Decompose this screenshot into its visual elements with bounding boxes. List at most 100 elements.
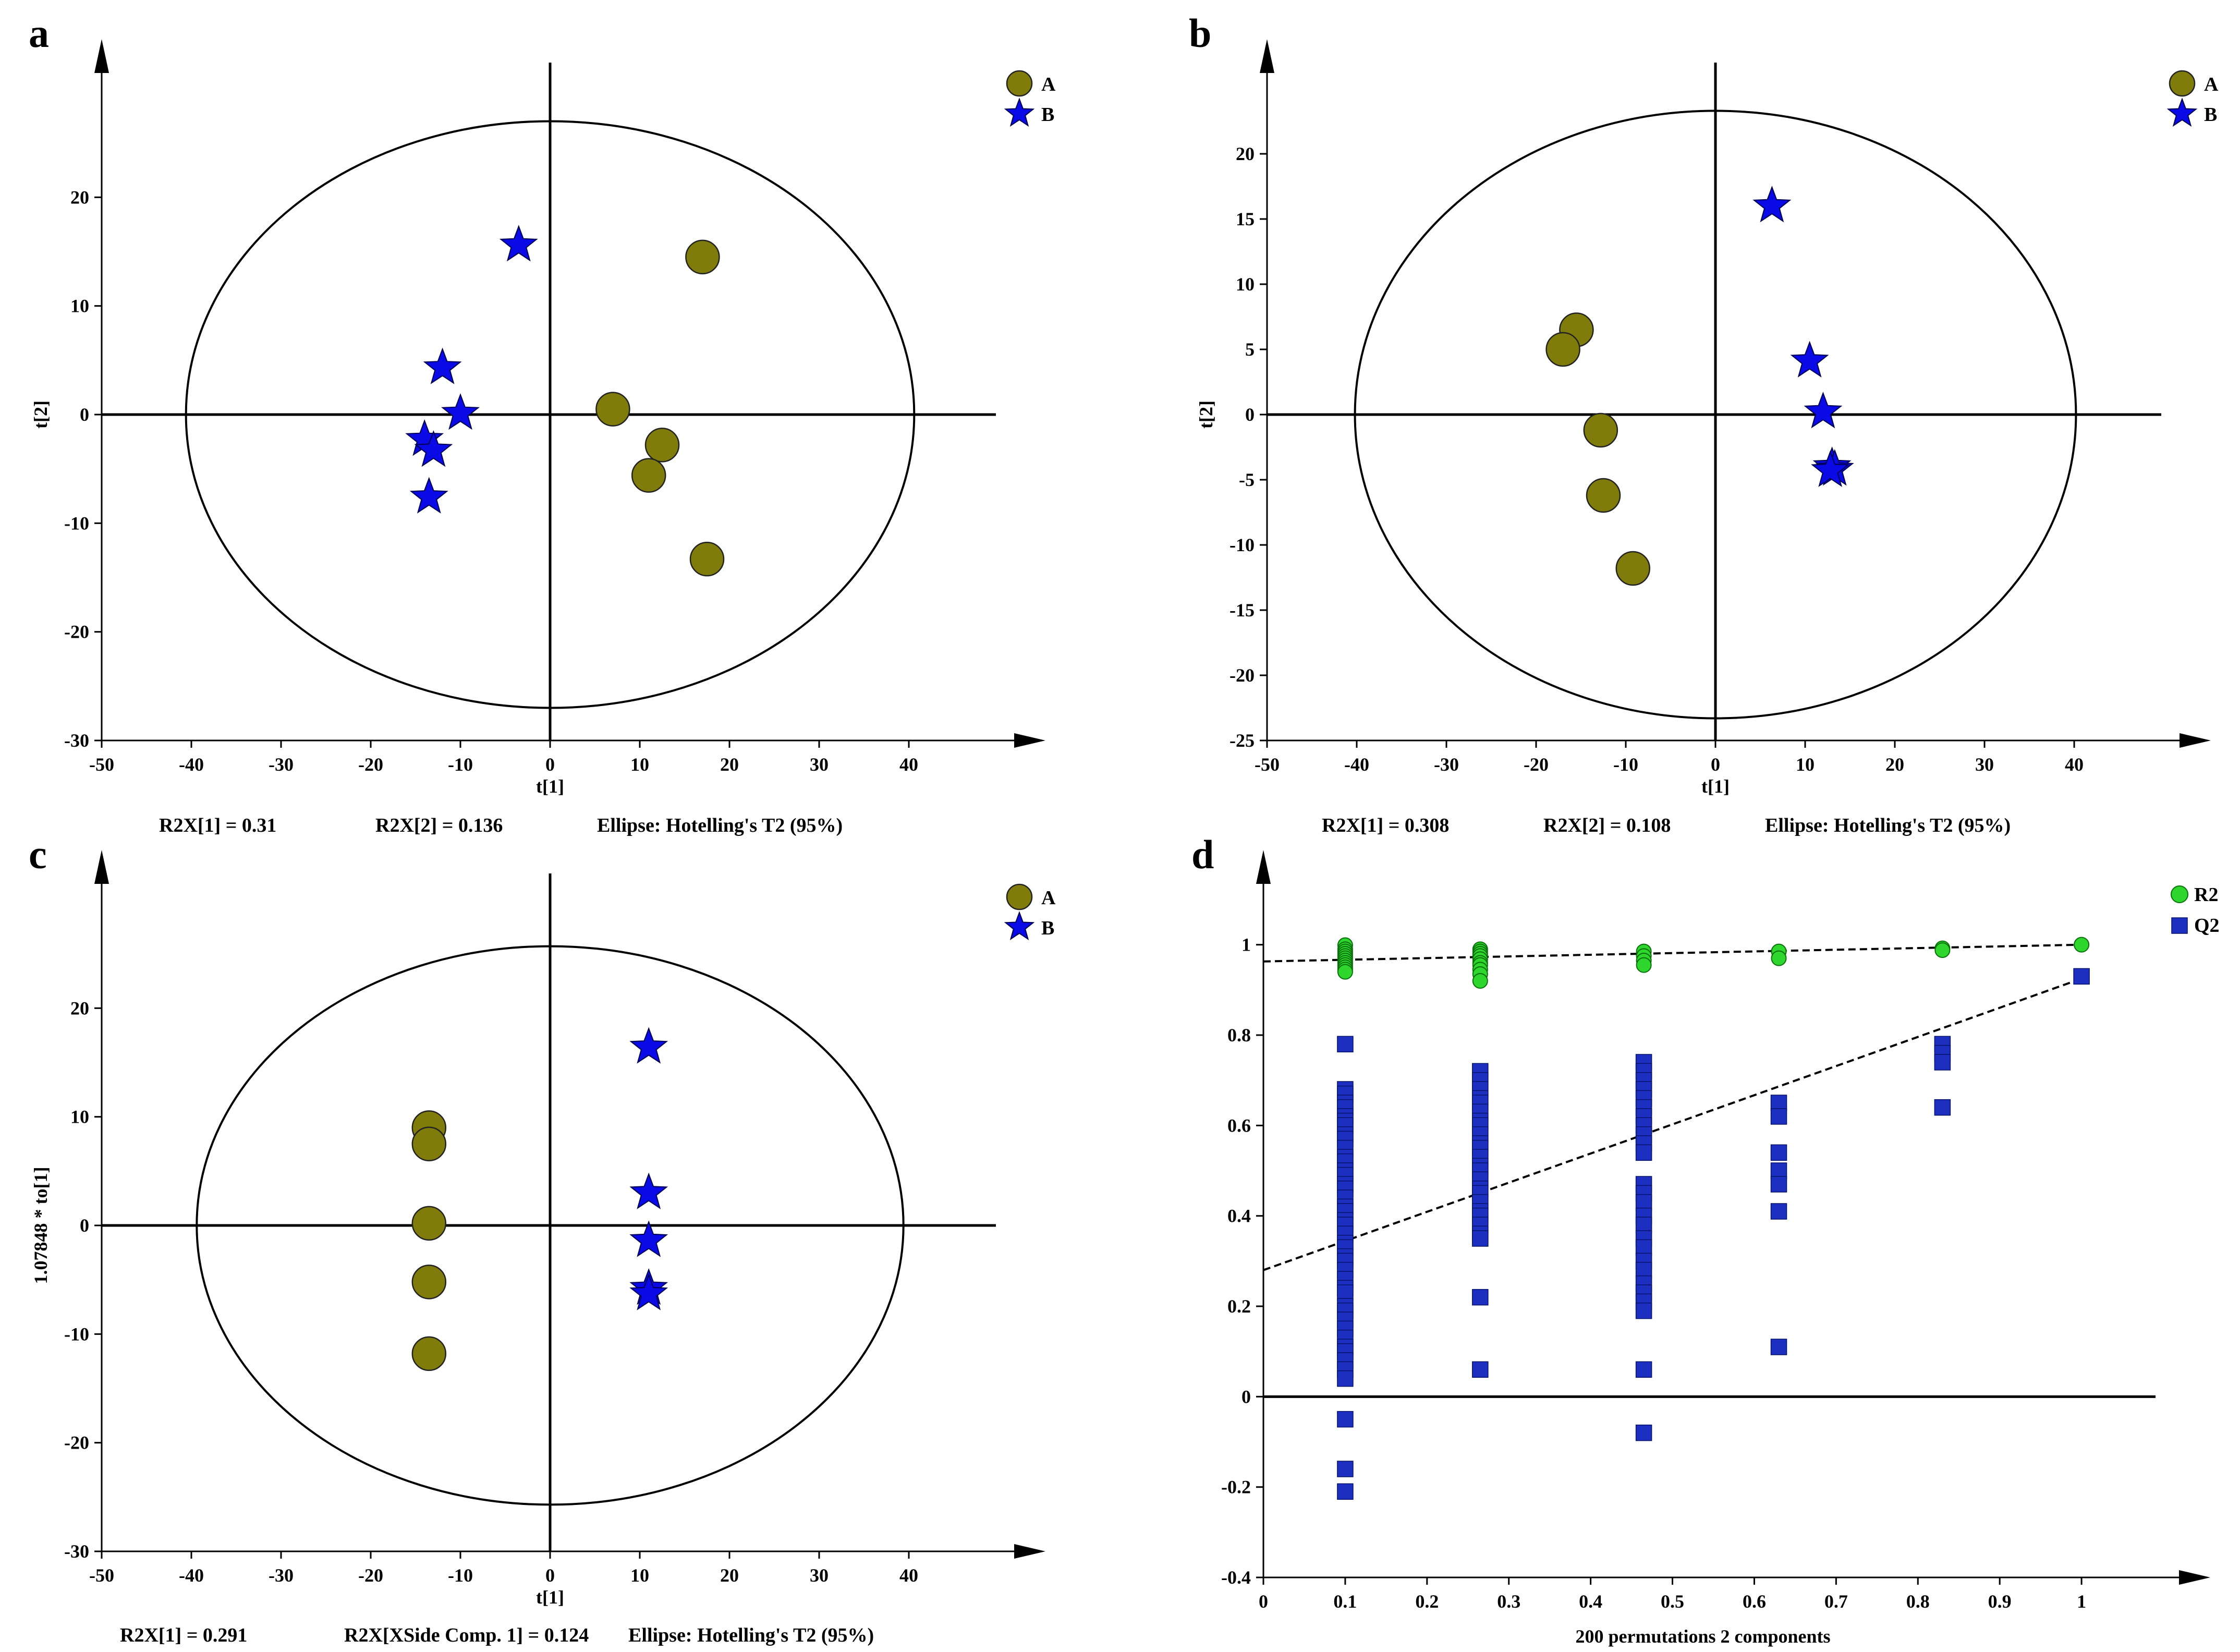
y-tick-label: -20 (64, 622, 89, 642)
x-tick-label: 40 (899, 754, 918, 775)
legend-marker-R2 (2171, 885, 2188, 903)
point-R2 (1934, 942, 1951, 958)
x-tick-label: 0.8 (1906, 1591, 1930, 1612)
x-tick-label: -30 (269, 1565, 294, 1586)
y-tick-label: -5 (1239, 469, 1255, 490)
point-Q2 (1337, 1461, 1354, 1477)
x-axis-label: t[1] (536, 1587, 564, 1608)
point-Q2 (1770, 1108, 1787, 1125)
x-tick-label: 20 (720, 1565, 739, 1586)
panel-b: b-50 -40 -30 -20 -10 0 10 20 30 40-25-20-15-10-50… (1189, 10, 2219, 836)
y-tick-label: 20 (70, 998, 89, 1018)
x-tick-label: 30 (1975, 754, 1994, 775)
x-tick-label: -40 (179, 754, 204, 775)
footnote: R2X[1] = 0.31 (159, 815, 276, 836)
legend-label-A: A (1041, 887, 1056, 909)
y-axis-label: t[2] (1196, 400, 1216, 429)
y-axis-label: t[2] (30, 400, 51, 429)
x-tick-label: 0 (545, 754, 555, 775)
point-A (689, 541, 725, 577)
panel-d: d 0 0.1 0.2 0.3 0.4 0.5 0.6 0.7 0.8 0.9 1 -0.4 -0.2 0 0… (1191, 832, 2220, 1647)
x-tick-label: 0 (545, 1565, 555, 1586)
legend-marker-B (1004, 98, 1035, 127)
x-tick-label: -10 (448, 1565, 473, 1586)
legend-label-A: A (1041, 74, 1056, 95)
x-tick-label: -50 (89, 1565, 114, 1586)
panel-letter-a: a (29, 10, 49, 56)
footnote: Ellipse: Hotelling's T2 (95%) (597, 815, 843, 836)
x-tick-label: 0 (1259, 1591, 1268, 1612)
point-B (1752, 186, 1792, 223)
y-tick-label: -15 (1229, 600, 1255, 621)
point-B (409, 477, 448, 514)
point-A (1615, 551, 1651, 586)
point-Q2 (1472, 1230, 1489, 1247)
y-tick-label: 5 (1245, 339, 1255, 360)
footnote: Ellipse: Hotelling's T2 (95%) (628, 1624, 874, 1646)
point-B (629, 1220, 668, 1257)
point-A (1545, 332, 1580, 367)
x-axis-label: t[1] (536, 776, 564, 797)
x-tick-label: -40 (1344, 754, 1369, 775)
y-tick-label: -30 (64, 1541, 89, 1562)
y-tick-label: -10 (64, 1323, 89, 1344)
x-tick-label: 0.2 (1415, 1591, 1439, 1612)
y-tick-label: 1 (1241, 934, 1251, 955)
x-tick-label: 30 (810, 754, 829, 775)
y-tick-label: -20 (1229, 665, 1255, 686)
point-B (1790, 341, 1829, 378)
point-A (411, 1336, 447, 1371)
point-B (629, 1027, 668, 1064)
point-B (499, 225, 538, 262)
point-Q2 (1934, 1099, 1951, 1116)
legend-label-A: A (2204, 74, 2219, 95)
regression-line-R2 (1263, 943, 2082, 963)
panel-letter-c: c (29, 832, 47, 877)
x-tick-label: 0.3 (1497, 1591, 1520, 1612)
point-A (1583, 412, 1618, 448)
point-B (423, 347, 462, 384)
point-R2 (1771, 950, 1787, 966)
point-Q2 (1337, 1483, 1354, 1500)
y-axis-arrow (1256, 850, 1271, 884)
legend-marker-B (2166, 98, 2198, 127)
y-tick-label: 0 (80, 404, 89, 425)
legend-label-B: B (1041, 104, 1054, 126)
legend-label-R2: R2 (2194, 884, 2218, 906)
y-tick-label: -0.2 (1221, 1477, 1251, 1498)
point-A (595, 392, 630, 427)
y-tick-label: 0 (1245, 404, 1255, 425)
point-Q2 (1635, 1217, 1652, 1233)
hotelling-ellipse (1354, 110, 2077, 720)
x-tick-label: -50 (89, 754, 114, 775)
y-tick-label: 0.2 (1227, 1296, 1251, 1317)
x-tick-label: 0.1 (1333, 1591, 1357, 1612)
x-tick-label: -30 (269, 754, 294, 775)
point-Q2 (1337, 1284, 1354, 1301)
y-tick-label: 10 (70, 296, 89, 317)
y-tick-label: 0 (80, 1215, 89, 1236)
x-tick-label: 1 (2077, 1591, 2086, 1612)
x-tick-label: 0 (1711, 754, 1720, 775)
legend-marker-A (1006, 70, 1033, 97)
point-R2 (1337, 964, 1353, 980)
x-axis-arrow (2179, 1570, 2210, 1585)
x-tick-label: -40 (179, 1565, 204, 1586)
y-tick-label: 15 (1236, 209, 1255, 229)
y-tick-label: 20 (1236, 143, 1255, 164)
point-Q2 (1635, 1144, 1652, 1161)
point-B (1804, 392, 1843, 429)
point-A (411, 1126, 447, 1161)
point-Q2 (1635, 1361, 1652, 1378)
point-Q2 (1635, 1424, 1652, 1441)
y-tick-label: 10 (70, 1107, 89, 1127)
point-B (1811, 450, 1850, 487)
y-axis-arrow (1260, 39, 1274, 73)
point-A (685, 239, 720, 275)
y-tick-label: -30 (64, 730, 89, 751)
point-Q2 (1472, 1289, 1489, 1306)
x-tick-label: -50 (1255, 754, 1280, 775)
x-tick-label: 10 (630, 754, 649, 775)
point-R2 (1636, 957, 1652, 973)
